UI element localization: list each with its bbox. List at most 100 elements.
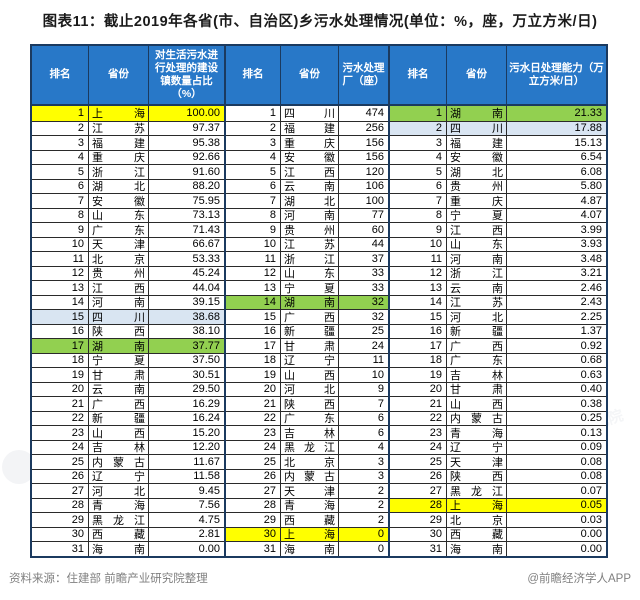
table-row: 3 福建 15.13 (390, 135, 606, 150)
province-cell: 甘肃 (88, 368, 148, 382)
province-cell: 天津 (280, 484, 338, 498)
header-cell-rank: 排名 (407, 68, 429, 81)
rank-cell: 1 (77, 107, 84, 120)
province-cell: 吉林 (446, 368, 506, 382)
province-cell: 江苏 (446, 295, 506, 309)
value-cell: 25 (338, 324, 388, 338)
rank-cell: 8 (269, 209, 276, 222)
table-row: 24 辽宁 0.09 (390, 439, 606, 454)
rank-cell: 4 (77, 151, 84, 164)
rank-cell: 3 (269, 136, 276, 149)
province-cell: 海南 (446, 542, 506, 556)
rank-cell: 20 (71, 383, 84, 396)
table-row: 6 湖北 88.20 (32, 178, 224, 193)
table-row: 14 湖南 32 (226, 294, 388, 309)
table-row: 19 吉林 0.63 (390, 367, 606, 382)
table-row: 20 河北 9 (226, 381, 388, 396)
province-cell: 新疆 (88, 411, 148, 425)
province-cell: 山西 (446, 397, 506, 411)
value-cell: 0 (338, 542, 388, 556)
rank-cell: 13 (429, 281, 442, 294)
table-row: 25 天津 0.08 (390, 454, 606, 469)
source-note: 资料来源：住建部 前瞻产业研究院整理 (9, 573, 208, 585)
province-cell: 广西 (88, 397, 148, 411)
value-cell: 0.40 (506, 382, 606, 396)
table-row: 2 福建 256 (226, 120, 388, 135)
table-row: 5 湖北 6.08 (390, 164, 606, 179)
table-row: 10 天津 66.67 (32, 236, 224, 251)
province-cell: 广东 (88, 223, 148, 237)
table-row: 8 宁夏 4.07 (390, 207, 606, 222)
value-cell: 0 (338, 527, 388, 541)
value-cell: 16.24 (148, 411, 224, 425)
rank-cell: 1 (435, 107, 442, 120)
table-row: 1 四川 474 (226, 106, 388, 121)
table-row: 30 西藏 2.81 (32, 526, 224, 541)
value-cell: 0.05 (506, 498, 606, 512)
rank-cell: 24 (263, 441, 276, 454)
rank-cell: 5 (269, 165, 276, 178)
rank-cell: 17 (429, 339, 442, 352)
table-row: 31 海南 0.00 (390, 541, 606, 556)
province-cell: 浙江 (88, 165, 148, 179)
rank-cell: 12 (263, 267, 276, 280)
province-cell: 西藏 (446, 527, 506, 541)
rank-cell: 30 (263, 528, 276, 541)
province-cell: 海南 (88, 542, 148, 556)
table-row: 5 浙江 91.60 (32, 164, 224, 179)
rank-cell: 31 (263, 542, 276, 555)
rank-cell: 21 (263, 397, 276, 410)
value-cell: 6 (338, 426, 388, 440)
rank-cell: 10 (71, 238, 84, 251)
rank-cell: 18 (429, 354, 442, 367)
rank-cell: 4 (269, 151, 276, 164)
app-credit: @前瞻经济学人APP (527, 573, 631, 585)
rank-cell: 5 (77, 165, 84, 178)
table-row: 24 吉林 12.20 (32, 439, 224, 454)
table-row: 31 海南 0.00 (32, 541, 224, 556)
table-row: 19 山西 10 (226, 367, 388, 382)
value-cell: 77 (338, 208, 388, 222)
value-cell: 3.99 (506, 223, 606, 237)
value-cell: 4 (338, 440, 388, 454)
value-cell: 2.43 (506, 295, 606, 309)
province-cell: 四川 (446, 121, 506, 135)
province-cell: 江西 (88, 281, 148, 295)
rank-cell: 30 (71, 528, 84, 541)
table-row: 7 安徽 75.95 (32, 193, 224, 208)
table-row: 30 西藏 0.00 (390, 526, 606, 541)
province-cell: 湖南 (446, 106, 506, 121)
value-cell: 3 (338, 469, 388, 483)
table-row: 11 浙江 37 (226, 251, 388, 266)
subtable-daily-capacity: 排名 省份 污水日处理能力（万立方米/日） 1 湖南 21.33 2 四川 17.88 3 福… (388, 46, 606, 556)
value-cell: 44.04 (148, 281, 224, 295)
rank-cell: 4 (435, 151, 442, 164)
rank-cell: 7 (435, 194, 442, 207)
value-cell: 30.51 (148, 368, 224, 382)
table-row: 11 北京 53.33 (32, 251, 224, 266)
rank-cell: 16 (429, 325, 442, 338)
table-row: 18 宁夏 37.50 (32, 352, 224, 367)
table-row: 18 辽宁 11 (226, 352, 388, 367)
table-row: 28 青海 7.56 (32, 497, 224, 512)
province-cell: 河南 (446, 252, 506, 266)
province-cell: 安徽 (446, 150, 506, 164)
province-cell: 辽宁 (88, 469, 148, 483)
province-cell: 山东 (88, 208, 148, 222)
rank-cell: 25 (263, 455, 276, 468)
rank-cell: 20 (263, 383, 276, 396)
table-row: 13 云南 2.46 (390, 280, 606, 295)
rank-cell: 25 (71, 455, 84, 468)
value-cell: 7 (338, 397, 388, 411)
province-cell: 福建 (446, 136, 506, 150)
value-cell: 33 (338, 266, 388, 280)
rank-cell: 19 (263, 368, 276, 381)
rank-cell: 23 (71, 426, 84, 439)
value-cell: 6.54 (506, 150, 606, 164)
table-row: 13 江西 44.04 (32, 280, 224, 295)
table-row: 23 山西 15.20 (32, 425, 224, 440)
province-cell: 吉林 (280, 426, 338, 440)
table-row: 4 安徽 156 (226, 149, 388, 164)
province-cell: 江苏 (88, 121, 148, 135)
